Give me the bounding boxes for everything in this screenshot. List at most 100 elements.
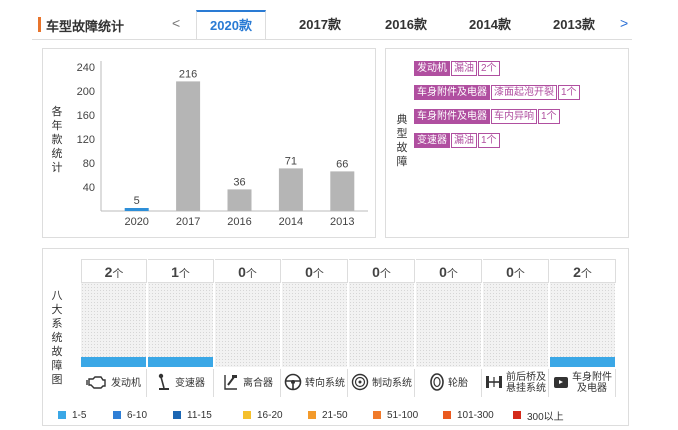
system-item[interactable]: 前后桥及 悬挂系统 (483, 369, 549, 397)
system-item[interactable]: 转向系统 (282, 369, 348, 397)
chart-y-tick-label: 40 (83, 182, 95, 194)
legend-swatch (58, 411, 66, 419)
issue-keyword: 漏油 (451, 133, 477, 148)
system-fault-count: 1个 (148, 259, 214, 283)
year-fault-chart-panel: 各年款统计 40 80 120 160 200 240 5 2020 216 2017 36 2016… (42, 48, 376, 238)
system-bar-area (282, 283, 348, 367)
legend-item: 101-300 (443, 408, 513, 422)
chart-data-label: 5 (134, 195, 140, 207)
issue-count: 2个 (478, 61, 500, 76)
tabs-next-arrow-icon[interactable]: > (620, 15, 629, 31)
steering-wheel-icon (284, 373, 302, 394)
chart-bar (176, 81, 201, 212)
chart-data-label: 216 (179, 68, 197, 80)
system-fault-count: 0个 (483, 259, 549, 283)
issue-count: 1个 (538, 109, 560, 124)
typical-issue[interactable]: 变速器 漏油 1个 (414, 133, 500, 148)
chart-y-tick-label: 80 (83, 158, 95, 170)
legend-item: 16-20 (243, 408, 308, 422)
typical-issue[interactable]: 发动机 漏油 2个 (414, 61, 500, 76)
issue-category: 发动机 (414, 61, 450, 76)
count-value: 0 (305, 264, 313, 280)
car-body-icon (553, 374, 569, 393)
system-item[interactable]: 轮胎 (416, 369, 482, 397)
legend-item: 6-10 (113, 408, 173, 422)
legend-swatch (373, 411, 381, 419)
chart-data-label: 71 (285, 155, 297, 167)
gearshift-icon (156, 373, 172, 394)
count-value: 1 (171, 264, 179, 280)
count-value: 0 (238, 264, 246, 280)
issue-count: 1个 (478, 133, 500, 148)
legend-swatch (513, 411, 521, 419)
chart-data-label: 36 (233, 176, 245, 188)
chart-y-tick-label: 240 (77, 62, 95, 74)
system-item[interactable]: 离合器 (215, 369, 281, 397)
issue-keyword: 漏油 (451, 61, 477, 76)
system-bar-area (349, 283, 415, 367)
issue-keyword: 车内异响 (491, 109, 537, 124)
typical-faults-panel: 典型故障 发动机 漏油 2个 车身附件及电器 漆面起泡开裂 1个 车身附件及电器… (385, 48, 629, 238)
typical-issue[interactable]: 车身附件及电器 车内异响 1个 (414, 109, 560, 124)
legend-item: 300以上 (513, 408, 573, 423)
legend-label: 51-100 (387, 409, 419, 421)
system-item[interactable]: 变速器 (148, 369, 214, 397)
chart-bar (278, 168, 303, 211)
system-item[interactable]: 车身附件 及电器 (550, 369, 616, 397)
system-label: 发动机 (111, 377, 141, 389)
count-unit: 个 (245, 268, 257, 280)
tabs-prev-arrow-icon[interactable]: < (172, 15, 181, 31)
clutch-pedal-icon (222, 373, 240, 394)
typical-issue[interactable]: 车身附件及电器 漆面起泡开裂 1个 (414, 85, 580, 100)
legend-label: 21-50 (322, 409, 348, 421)
count-unit: 个 (513, 268, 525, 280)
count-value: 0 (506, 264, 514, 280)
system-label: 转向系统 (305, 377, 345, 389)
chart-x-tick-label: 2013 (330, 216, 354, 228)
year-bar-chart: 40 80 120 160 200 240 5 2020 216 2017 36 2016 71 2014… (77, 61, 368, 228)
chart-bar (330, 171, 355, 211)
chart-data-label: 66 (336, 158, 348, 170)
chart-x-tick-label: 2014 (279, 216, 303, 228)
system-item[interactable]: 发动机 (81, 369, 147, 397)
chart-x-tick-label: 2017 (176, 216, 200, 228)
system-fault-count: 0个 (282, 259, 348, 283)
count-unit: 个 (112, 268, 124, 280)
header-divider (32, 39, 632, 40)
severity-legend: 1-5 6-10 11-15 16-20 21-50 51-100 101-300 300以上 (58, 408, 618, 423)
tab-2016[interactable]: 2016款 (385, 17, 427, 32)
legend-label: 11-15 (187, 409, 212, 421)
tab-2014[interactable]: 2014款 (469, 17, 511, 32)
system-bar-fill (148, 357, 213, 367)
system-label: 轮胎 (448, 377, 468, 389)
legend-item: 11-15 (173, 408, 243, 422)
count-value: 2 (104, 264, 113, 280)
tab-2013[interactable]: 2013款 (553, 17, 595, 32)
legend-item: 51-100 (373, 408, 443, 422)
count-value: 2 (573, 264, 581, 280)
issue-category: 变速器 (414, 133, 450, 148)
brake-disc-icon (351, 373, 369, 394)
page-title: 车型故障统计 (46, 19, 125, 34)
legend-label: 6-10 (127, 409, 148, 421)
count-unit: 个 (379, 268, 391, 280)
tab-2020[interactable]: 2020款 (196, 10, 266, 40)
system-label: 前后桥及 悬挂系统 (506, 372, 546, 394)
chart-bar (124, 208, 149, 211)
system-label: 制动系统 (372, 377, 412, 389)
legend-swatch (443, 411, 451, 419)
axle-icon (485, 373, 503, 394)
system-bar-fill (550, 357, 615, 367)
system-fault-count: 0个 (416, 259, 482, 283)
legend-label: 16-20 (257, 409, 283, 421)
system-label: 变速器 (175, 377, 205, 389)
chart-x-tick-label: 2016 (227, 216, 251, 228)
count-unit: 个 (446, 268, 458, 280)
chart-y-tick-label: 200 (77, 86, 95, 98)
chart-bar (227, 189, 252, 211)
system-item[interactable]: 制动系统 (349, 369, 415, 397)
engine-icon (86, 374, 108, 393)
header-accent-bar (38, 17, 41, 32)
issue-keyword: 漆面起泡开裂 (491, 85, 557, 100)
tab-2017[interactable]: 2017款 (299, 17, 341, 32)
